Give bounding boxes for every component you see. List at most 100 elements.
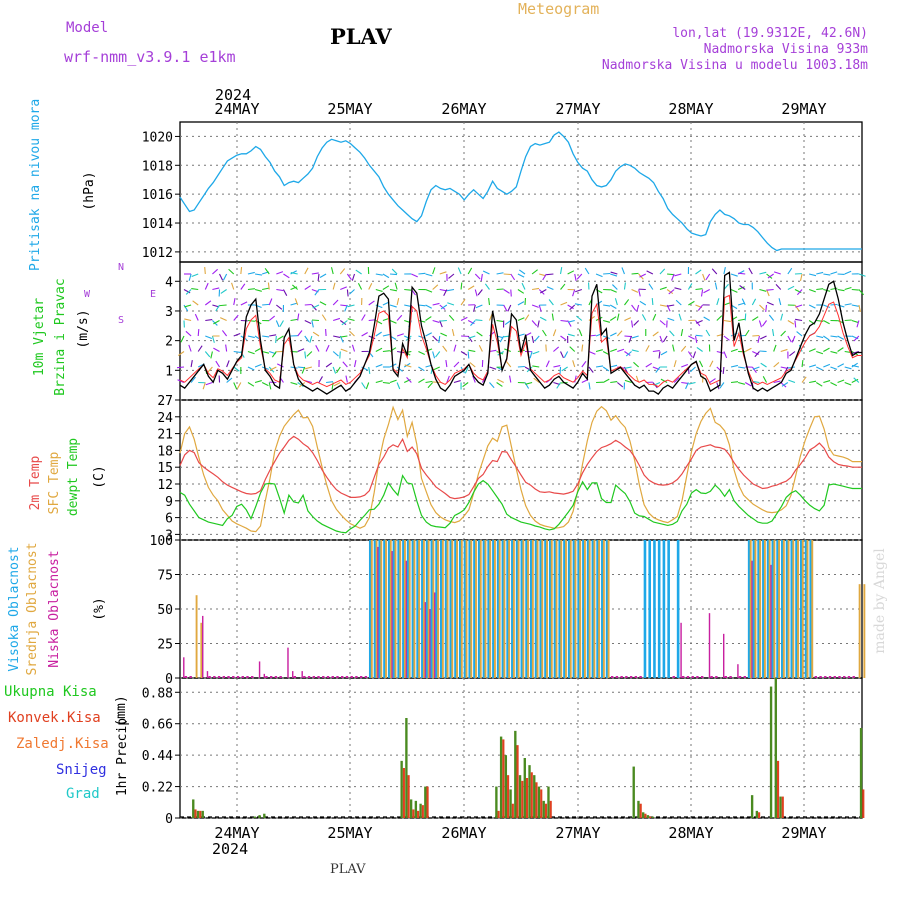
wind-arrow — [542, 329, 547, 337]
wind-arrow — [389, 319, 397, 324]
low-cloud-bar — [208, 676, 211, 678]
mid-cloud-bar — [797, 540, 800, 678]
wind-arrow — [297, 366, 305, 369]
low-cloud-bar — [293, 676, 297, 678]
wind-arrow — [851, 304, 859, 307]
conv-precip-bar — [639, 803, 642, 818]
wind-arrow — [830, 366, 838, 370]
mid-cloud-bar — [607, 540, 610, 678]
wind-arrow — [340, 335, 348, 338]
wind-arrow — [645, 345, 650, 352]
mid-cloud-bar — [602, 540, 605, 678]
high-cloud-bar — [468, 540, 472, 678]
high-cloud-bar — [392, 540, 396, 678]
wind-arrow — [318, 376, 323, 383]
wind-arrow — [332, 299, 339, 306]
wind-arrow — [290, 366, 298, 369]
wind-arrow — [268, 298, 273, 306]
wind-arrow — [339, 268, 346, 275]
mid-cloud-bar — [389, 540, 392, 678]
wind-arrow — [659, 335, 664, 343]
wind-arrow — [290, 318, 298, 322]
high-cloud-bar — [506, 540, 509, 678]
wind-arrow — [332, 351, 339, 357]
mid-cloud-bar — [441, 540, 444, 678]
wind-arrow — [262, 303, 270, 306]
wind-arrow — [616, 313, 620, 321]
wind-arrow — [473, 304, 476, 312]
wind-arrow — [660, 378, 668, 383]
wind-arrow — [674, 287, 682, 291]
wind-arrow — [858, 289, 864, 296]
wind-arrow — [457, 267, 462, 275]
sfc-temp-series-line — [179, 405, 862, 533]
wind-arrow — [418, 304, 426, 307]
wind-arrow — [333, 317, 341, 322]
wind-arrow — [432, 335, 438, 342]
high-cloud-bar — [440, 540, 443, 678]
day-label-top: 28MAY — [668, 100, 713, 118]
total-precip-bar — [637, 800, 640, 818]
wind-arrow — [247, 366, 255, 371]
high-cloud-bar — [373, 540, 377, 678]
wind-arrow — [368, 282, 373, 290]
wind-arrow — [509, 375, 512, 383]
mid-cloud-bar — [811, 540, 814, 678]
wind-arrow — [351, 344, 356, 352]
wind-arrow — [368, 300, 375, 306]
wind-arrow — [560, 283, 566, 290]
wind-arrow — [723, 335, 730, 341]
wind-arrow — [375, 380, 383, 384]
wind-arrow — [247, 319, 255, 322]
mid-cloud-bar — [370, 540, 373, 678]
wind-arrow — [737, 286, 745, 291]
wind-arrow — [759, 304, 765, 311]
pressure-axis-title: Pritisak na nivou mora — [28, 98, 43, 271]
wind-arrow — [205, 335, 213, 340]
conv-precip-bar — [549, 800, 552, 818]
day-label-top: 25MAY — [327, 100, 372, 118]
wind-arrow — [556, 382, 561, 389]
temp-axis-title-3: dewpt Temp — [66, 437, 81, 517]
wind-arrow — [204, 282, 209, 290]
wind-arrow — [759, 335, 767, 340]
conv-precip-bar — [758, 812, 761, 818]
wind-arrow — [247, 350, 255, 355]
wind-arrow — [581, 379, 589, 383]
low-cloud-bar — [241, 676, 244, 678]
wind-arrow — [382, 273, 390, 279]
wind-arrow — [446, 288, 455, 292]
high-cloud-bar — [662, 540, 666, 678]
precip-tick-label: 0.88 — [142, 686, 173, 701]
low-cloud-bar — [696, 676, 699, 678]
wind-arrow — [602, 366, 610, 372]
total-precip-bar — [642, 812, 645, 818]
wind-arrow — [761, 320, 767, 327]
wind-arrow — [219, 304, 227, 307]
mid-cloud-bar — [195, 595, 198, 678]
wind-arrow — [773, 344, 777, 352]
wind-arrow — [228, 268, 235, 275]
wind-arrow — [526, 366, 533, 373]
wind-arrow — [188, 344, 192, 352]
wind-arrow — [418, 272, 426, 275]
wind-arrow — [519, 269, 526, 275]
low-cloud-bar — [236, 676, 240, 678]
compass-s: S — [118, 315, 125, 326]
low-cloud-bar — [625, 676, 628, 678]
wind-arrow — [584, 267, 590, 275]
high-cloud-bar — [402, 540, 405, 678]
wind-arrow — [788, 379, 796, 384]
wind-arrow — [759, 271, 767, 275]
wind-tick-label: 3 — [165, 305, 173, 320]
wind-arrow — [738, 366, 746, 369]
wind-arrow — [233, 382, 238, 390]
wind-arrow — [671, 273, 675, 281]
cloud-axis-title-3: Niska Oblacnost — [47, 550, 62, 668]
wind-arrow — [560, 319, 568, 322]
wind-arrow — [563, 351, 569, 358]
low-cloud-bar — [336, 676, 339, 678]
wind-arrow — [396, 298, 400, 306]
wind-arrow — [269, 366, 277, 371]
mid-cloud-bar — [806, 540, 809, 678]
